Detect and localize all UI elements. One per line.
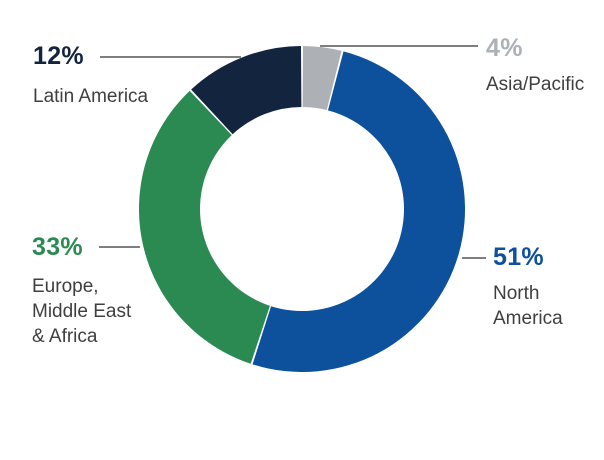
label-name-asia-pacific: Asia/Pacific — [486, 74, 585, 95]
label-percent-north-america: 51% — [493, 243, 544, 271]
donut-slice-north-america — [252, 51, 466, 373]
donut-slice-europe-me-africa — [138, 90, 270, 364]
label-percent-latin-america: 12% — [33, 42, 84, 70]
label-percent-europe-me-africa: 33% — [32, 233, 83, 261]
label-name-latin-america: Latin America — [33, 86, 149, 107]
donut-slice-asia-pacific — [302, 46, 342, 111]
label-name-europe-me-africa: Europe, Middle East & Africa — [32, 276, 132, 347]
label-percent-asia-pacific: 4% — [486, 34, 523, 62]
label-name-north-america: North America — [493, 283, 563, 329]
donut-slice-latin-america — [191, 46, 302, 135]
